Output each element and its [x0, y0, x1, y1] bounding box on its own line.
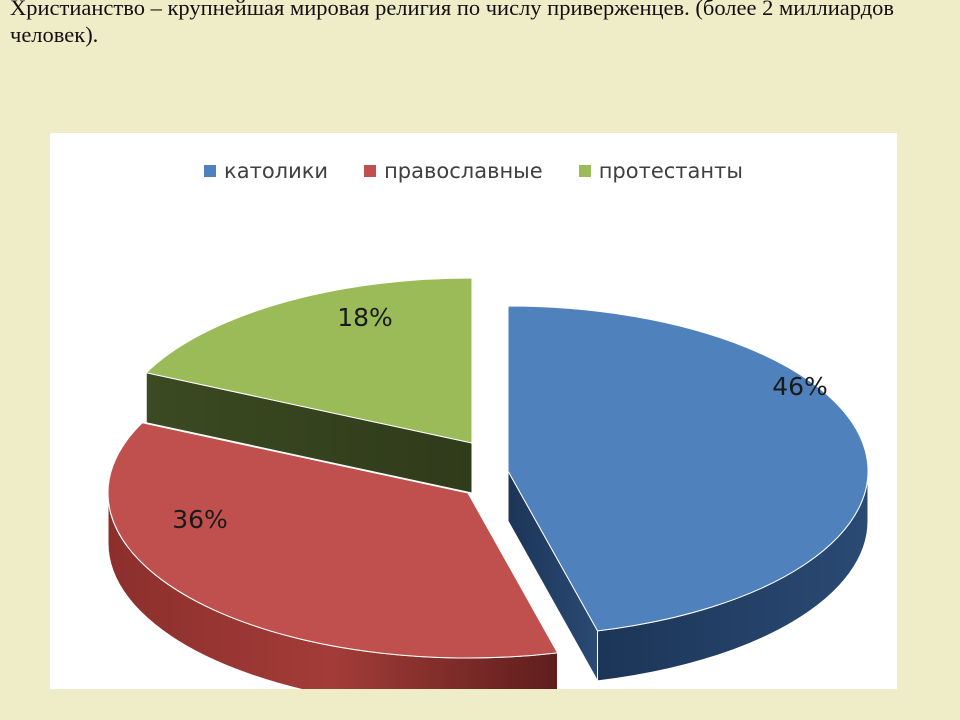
legend-label-protestants: протестанты — [598, 159, 743, 183]
pie-slice-orthodox — [107, 422, 559, 689]
pie-chart: 18% 36% 46% — [107, 277, 869, 689]
pie-slice-protestants — [145, 277, 473, 494]
legend-swatch-catholics — [204, 165, 217, 177]
data-label-orthodox: 36% — [172, 505, 228, 534]
pie-slice-top-catholics — [507, 305, 869, 632]
chart-area: католики православные протестанты — [50, 133, 897, 689]
data-label-protestants: 18% — [337, 303, 393, 332]
legend-item-protestants: протестанты — [578, 159, 743, 183]
chart-legend: католики православные протестанты — [50, 159, 897, 183]
legend-label-orthodox: православные — [384, 159, 543, 183]
pie-slice-top-orthodox — [107, 422, 559, 659]
slide-text: Христианство – крупнейшая мировая религи… — [10, 0, 895, 47]
legend-item-orthodox: православные — [364, 159, 543, 183]
legend-label-catholics: католики — [224, 159, 329, 183]
data-label-catholics: 46% — [772, 372, 828, 401]
legend-swatch-orthodox — [364, 165, 377, 177]
legend-swatch-protestants — [578, 165, 591, 177]
legend-item-catholics: католики — [204, 159, 328, 183]
pie-slice-catholics — [507, 305, 869, 683]
pie-slice-top-protestants — [145, 277, 473, 444]
